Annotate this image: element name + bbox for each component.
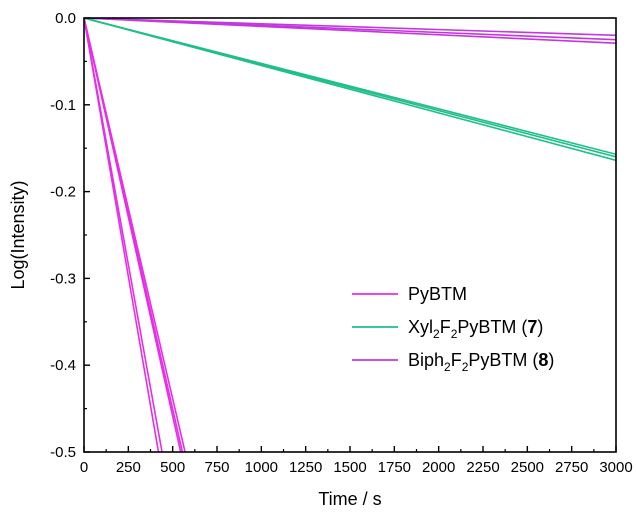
legend-label: PyBTM [408, 284, 467, 304]
y-tick-label: -0.4 [50, 357, 76, 374]
y-axis: 0.0 -0.1 -0.2 -0.3 -0.4 -0.5 [50, 10, 90, 461]
x-tick-label: 2000 [422, 459, 455, 476]
series-layer [84, 18, 616, 452]
x-tick-label: 0 [80, 459, 88, 476]
legend-label-part: 2 [444, 360, 451, 374]
legend-label-part: 2 [451, 327, 458, 341]
y-tick-label: -0.1 [50, 97, 76, 114]
y-tick-label: -0.5 [50, 444, 76, 461]
x-tick-label: 2750 [555, 459, 588, 476]
y-tick-label: -0.3 [50, 270, 76, 287]
legend-label-part: PyBTM ( [468, 350, 538, 370]
x-tick-label: 1000 [245, 459, 278, 476]
series-line-2 [84, 18, 163, 452]
series-line-8 [84, 18, 616, 162]
y-tick-label: 0.0 [55, 10, 76, 27]
x-tick-label: 1750 [378, 459, 411, 476]
legend-label-part: Biph [408, 350, 444, 370]
x-tick-label: 500 [160, 459, 185, 476]
legend-label-part: PyBTM ( [457, 317, 527, 337]
legend-label-part: 2 [462, 360, 469, 374]
series-line-11 [84, 18, 616, 44]
legend-label-part: F [440, 317, 451, 337]
legend-label-part: F [451, 350, 462, 370]
legend-label-part: ) [548, 350, 554, 370]
legend-label-part: Xyl [408, 317, 433, 337]
series-line-5 [84, 18, 186, 452]
plot-frame [83, 17, 617, 453]
legend-label-part: 2 [433, 327, 440, 341]
legend-label-part: PyBTM [408, 284, 467, 304]
legend-label: Xyl2F2PyBTM (7) [408, 317, 543, 341]
x-tick-label: 1250 [289, 459, 322, 476]
x-tick-label: 3000 [599, 459, 632, 476]
legend-label-part: 8 [538, 350, 548, 370]
legend-label-part: 7 [527, 317, 537, 337]
x-tick-label: 750 [204, 459, 229, 476]
legend-label: Biph2F2PyBTM (8) [408, 350, 554, 374]
x-tick-label: 250 [116, 459, 141, 476]
x-tick-label: 2500 [511, 459, 544, 476]
y-tick-label: -0.2 [50, 184, 76, 201]
x-tick-label: 1500 [333, 459, 366, 476]
x-tick-label: 2250 [466, 459, 499, 476]
x-axis: 0 250 500 750 1000 1250 1500 1750 2000 2250 2500 27… [80, 446, 633, 476]
x-axis-title: Time / s [318, 489, 381, 509]
y-axis-title: Log(Intensity) [8, 180, 28, 289]
legend-label-part: ) [537, 317, 543, 337]
